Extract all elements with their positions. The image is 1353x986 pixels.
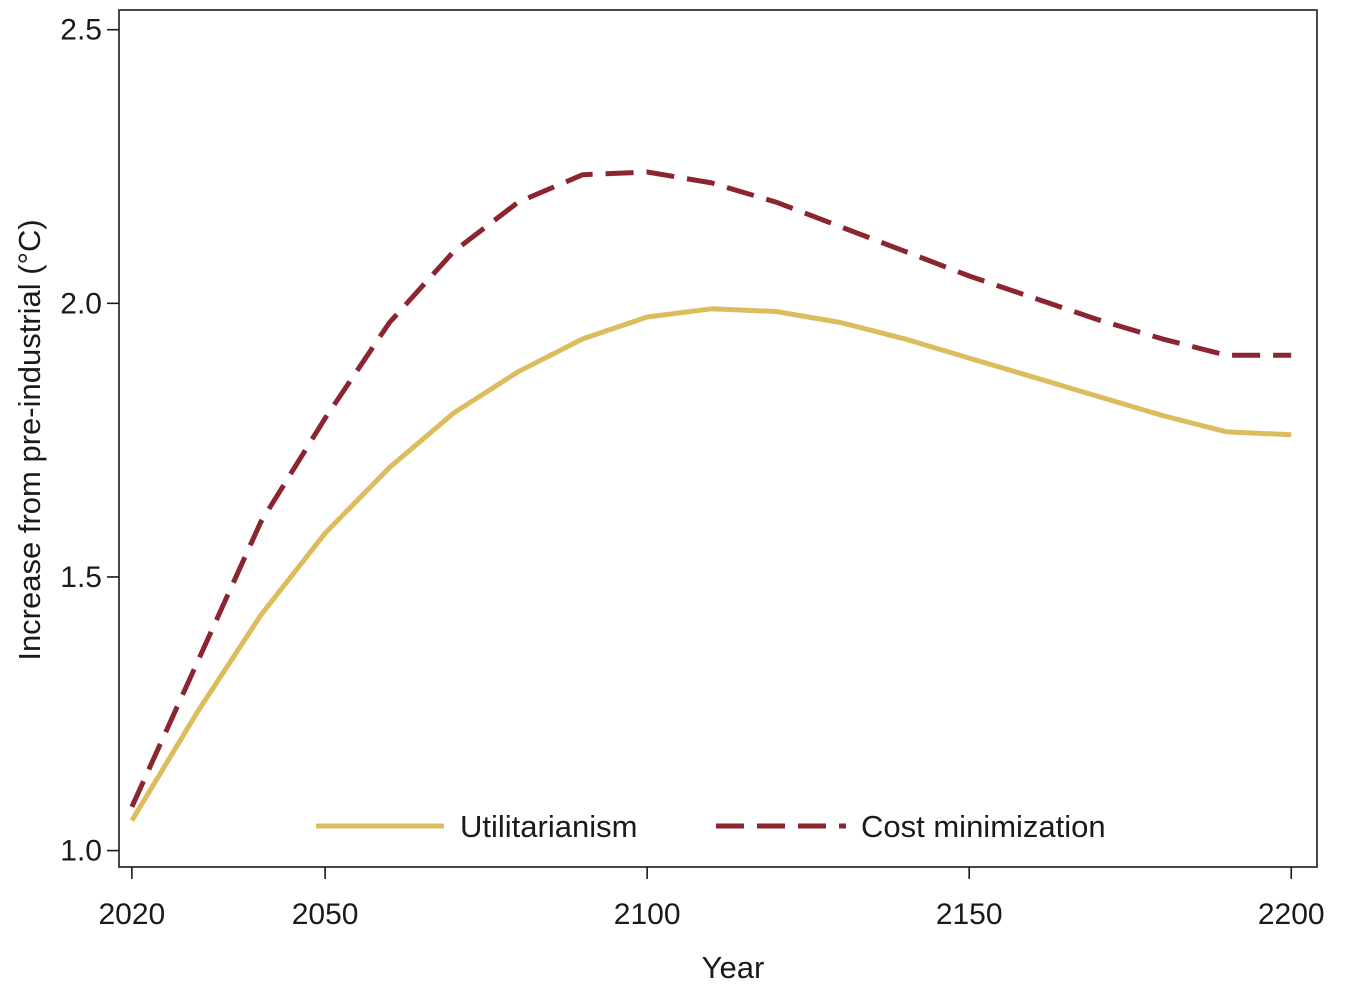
y-axis: 1.0 1.5 2.0 2.5 bbox=[60, 14, 119, 868]
legend-label-cost-minimization: Cost minimization bbox=[861, 809, 1106, 844]
y-tick-label: 1.0 bbox=[60, 835, 102, 868]
series-line-cost-minimization bbox=[129, 169, 1292, 808]
legend-label-utilitarianism: Utilitarianism bbox=[460, 809, 637, 844]
x-tick-label: 2200 bbox=[1258, 898, 1325, 931]
y-tick-label: 2.0 bbox=[60, 287, 102, 320]
x-tick-label: 2020 bbox=[99, 898, 166, 931]
y-tick-label: 2.5 bbox=[60, 14, 102, 47]
x-axis-title: Year bbox=[702, 950, 765, 985]
series-layer bbox=[129, 169, 1292, 822]
legend: Utilitarianism Cost minimization bbox=[316, 809, 1106, 844]
y-tick-label: 1.5 bbox=[60, 561, 102, 594]
plot-frame bbox=[118, 9, 1318, 868]
x-tick-label: 2150 bbox=[936, 898, 1003, 931]
series-line-utilitarianism bbox=[129, 306, 1292, 822]
x-axis: 2020 2050 2100 2150 2200 bbox=[99, 867, 1325, 931]
x-tick-label: 2050 bbox=[292, 898, 359, 931]
x-tick-label: 2100 bbox=[614, 898, 681, 931]
y-axis-title: Increase from pre-industrial (°C) bbox=[12, 219, 47, 660]
